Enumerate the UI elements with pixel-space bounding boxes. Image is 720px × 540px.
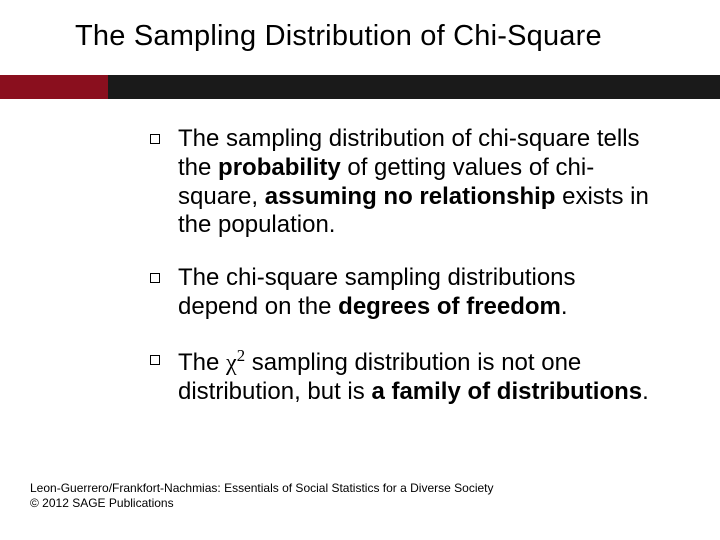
chi-symbol: χ [226,350,237,376]
bullet-item-1: The sampling distribution of chi-square … [150,125,650,240]
bold-fragment: degrees of freedom [338,293,561,320]
bullet-text-3: The χ2 sampling distribution is not one … [178,346,650,407]
text-fragment: . [642,378,649,405]
accent-bar-left [0,75,108,99]
bullet-marker-icon [150,355,160,365]
superscript: 2 [237,346,245,365]
footer-line-1: Leon-Guerrero/Frankfort-Nachmias: Essent… [30,481,494,497]
bullet-text-2: The chi-square sampling distributions de… [178,264,650,322]
slide-title: The Sampling Distribution of Chi-Square [75,20,602,53]
footer: Leon-Guerrero/Frankfort-Nachmias: Essent… [30,481,494,512]
text-fragment: The [178,349,226,376]
footer-line-2: © 2012 SAGE Publications [30,496,494,512]
bullet-marker-icon [150,273,160,283]
bold-fragment: a family of distributions [371,378,642,405]
accent-bar-right [108,75,720,99]
bullet-item-2: The chi-square sampling distributions de… [150,264,650,322]
bullet-text-1: The sampling distribution of chi-square … [178,125,650,240]
slide: The Sampling Distribution of Chi-Square … [0,0,720,540]
bold-fragment: probability [218,154,341,181]
text-fragment: . [561,293,568,320]
bold-fragment: assuming no relationship [265,183,556,210]
bullet-marker-icon [150,134,160,144]
bullet-item-3: The χ2 sampling distribution is not one … [150,346,650,407]
bullet-list: The sampling distribution of chi-square … [150,125,650,430]
